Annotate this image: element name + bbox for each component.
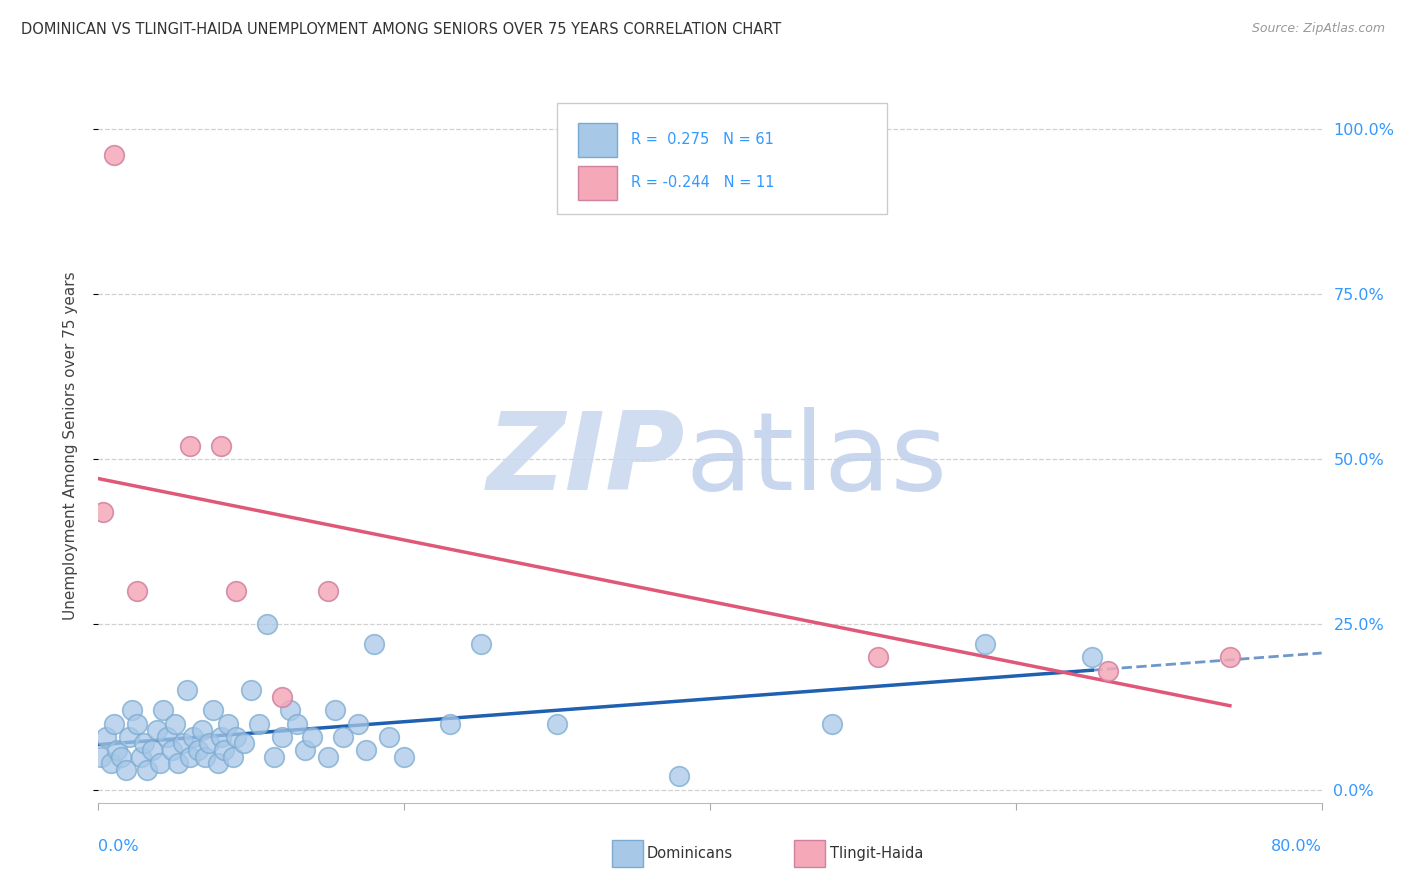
Point — [191, 723, 214, 738]
Point — [163, 716, 186, 731]
Point — [118, 730, 141, 744]
Point — [821, 716, 844, 731]
Point — [470, 637, 492, 651]
Point — [270, 690, 292, 704]
Text: Tlingit-Haida: Tlingit-Haida — [830, 847, 922, 861]
Point — [110, 749, 132, 764]
Point — [176, 683, 198, 698]
Point — [209, 730, 232, 744]
FancyBboxPatch shape — [557, 103, 887, 214]
Point — [1081, 650, 1104, 665]
Point — [1097, 664, 1119, 678]
Point — [179, 439, 201, 453]
Point — [105, 743, 128, 757]
Point — [136, 763, 159, 777]
Point — [167, 756, 190, 771]
Point — [668, 769, 690, 783]
Point — [145, 723, 167, 738]
Point — [94, 730, 117, 744]
Point — [141, 743, 163, 757]
Point — [316, 749, 339, 764]
Bar — [578, 166, 617, 200]
Point — [347, 716, 370, 731]
Point — [103, 716, 125, 731]
Point — [294, 743, 316, 757]
Point — [160, 743, 183, 757]
Point — [222, 749, 245, 764]
Text: R =  0.275   N = 61: R = 0.275 N = 61 — [630, 132, 773, 147]
Point — [247, 716, 270, 731]
Point — [121, 703, 143, 717]
Point — [181, 730, 204, 744]
Point — [1219, 650, 1241, 665]
Point — [149, 756, 172, 771]
Text: ZIP: ZIP — [488, 408, 686, 513]
Text: atlas: atlas — [686, 408, 948, 513]
Point — [187, 743, 209, 757]
Point — [392, 749, 416, 764]
Point — [179, 749, 201, 764]
Point — [225, 730, 247, 744]
Point — [974, 637, 997, 651]
Point — [217, 716, 239, 731]
Point — [316, 584, 339, 599]
Text: 80.0%: 80.0% — [1271, 839, 1322, 855]
Point — [363, 637, 385, 651]
Point — [263, 749, 285, 764]
Point — [270, 730, 292, 744]
Point — [91, 505, 114, 519]
Point — [212, 743, 235, 757]
Text: 0.0%: 0.0% — [98, 839, 139, 855]
Point — [278, 703, 301, 717]
Bar — [578, 123, 617, 157]
Text: R = -0.244   N = 11: R = -0.244 N = 11 — [630, 175, 775, 190]
Text: Source: ZipAtlas.com: Source: ZipAtlas.com — [1251, 22, 1385, 36]
Point — [285, 716, 308, 731]
Point — [202, 703, 225, 717]
Point — [209, 439, 232, 453]
Text: DOMINICAN VS TLINGIT-HAIDA UNEMPLOYMENT AMONG SENIORS OVER 75 YEARS CORRELATION : DOMINICAN VS TLINGIT-HAIDA UNEMPLOYMENT … — [21, 22, 782, 37]
Point — [197, 736, 219, 750]
Point — [868, 650, 890, 665]
Point — [439, 716, 461, 731]
Point — [301, 730, 323, 744]
Point — [354, 743, 377, 757]
Point — [115, 763, 138, 777]
Point — [172, 736, 194, 750]
Point — [325, 703, 347, 717]
Y-axis label: Unemployment Among Seniors over 75 years: Unemployment Among Seniors over 75 years — [63, 272, 77, 620]
Point — [378, 730, 401, 744]
Point — [125, 716, 148, 731]
Point — [100, 756, 122, 771]
Point — [134, 736, 156, 750]
Point — [546, 716, 568, 731]
Point — [207, 756, 229, 771]
Point — [152, 703, 174, 717]
Text: Dominicans: Dominicans — [647, 847, 733, 861]
Point — [156, 730, 179, 744]
Point — [129, 749, 152, 764]
Point — [90, 749, 112, 764]
Point — [232, 736, 254, 750]
Point — [194, 749, 217, 764]
Point — [332, 730, 354, 744]
Point — [125, 584, 148, 599]
Point — [256, 617, 278, 632]
Point — [240, 683, 263, 698]
Point — [225, 584, 247, 599]
Point — [103, 148, 125, 162]
